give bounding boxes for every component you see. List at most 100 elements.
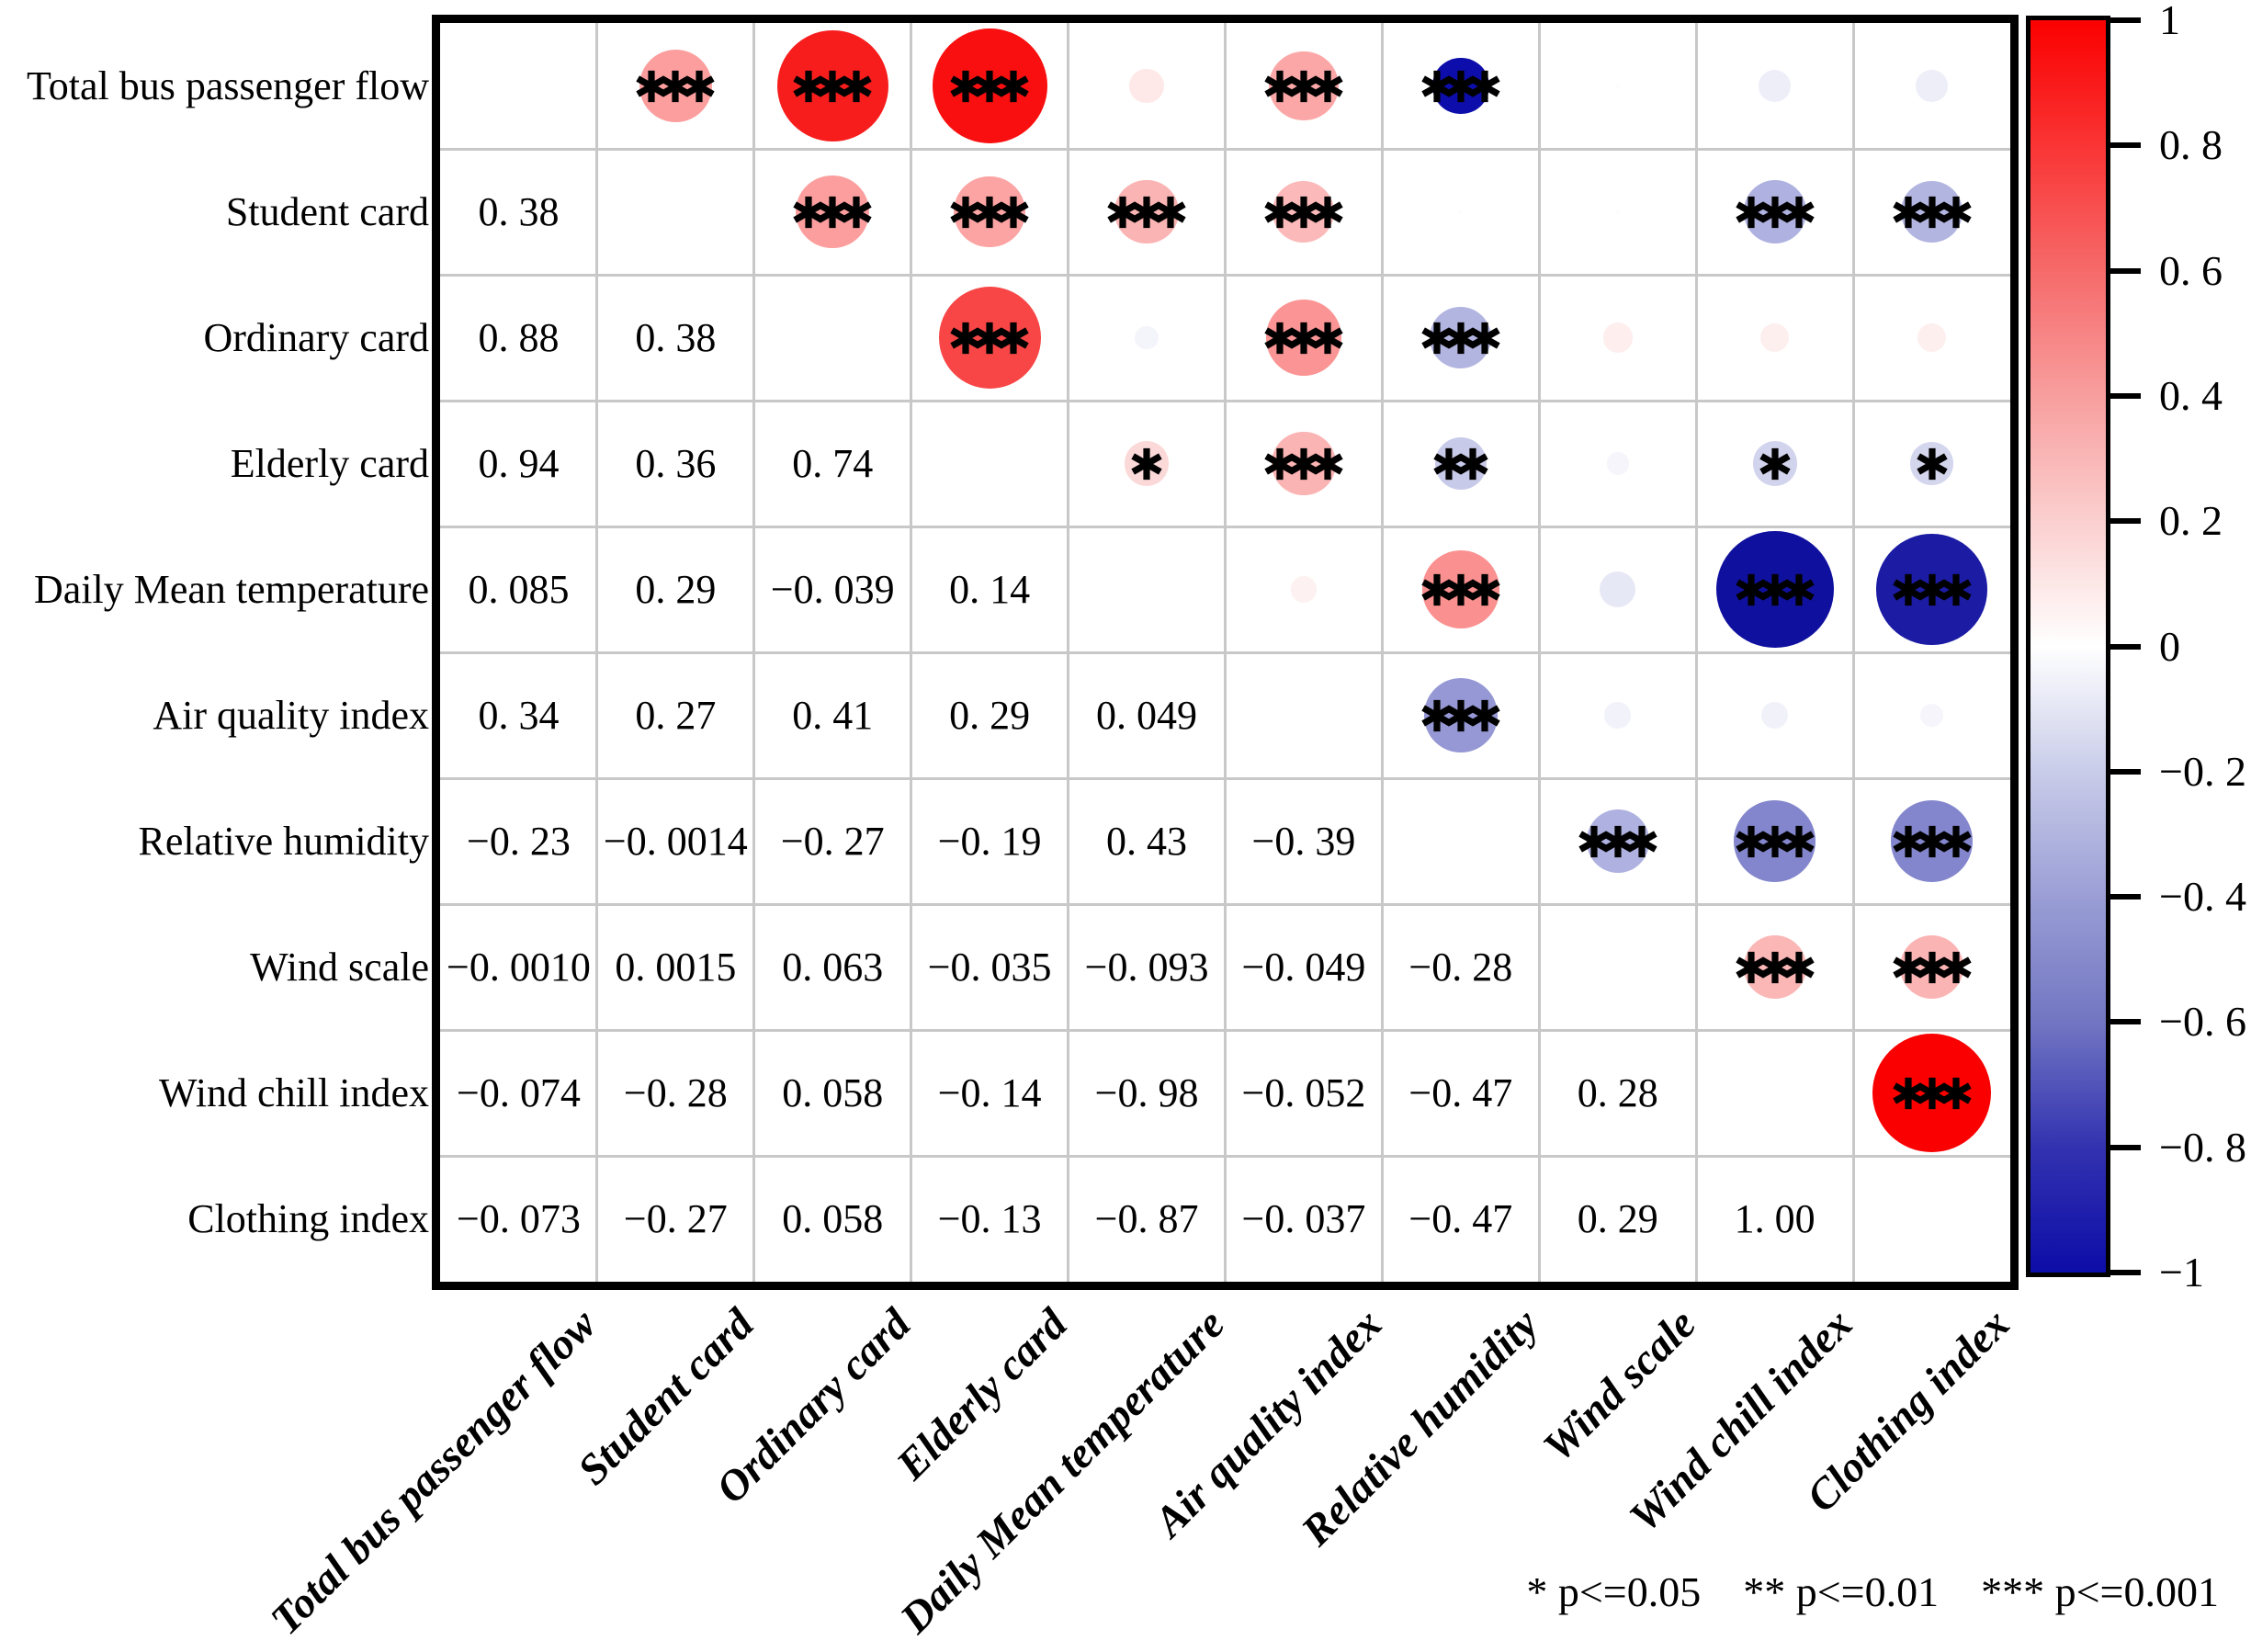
matrix-value-r7c1: −0. 23 <box>467 819 571 864</box>
bubble-stars-r1c2 <box>636 70 715 103</box>
x-axis-label-4: Daily Mean temperature <box>891 1300 1234 1643</box>
colorbar-tick-10 <box>2106 1270 2141 1275</box>
significance-star-icon <box>1469 70 1500 102</box>
matrix-value-r6c1: 0. 34 <box>478 693 560 738</box>
matrix-value-r5c4: 0. 14 <box>949 567 1031 612</box>
colorbar-tick-label-4: 0. 2 <box>2159 497 2223 545</box>
significance-star-icon <box>1916 447 1948 480</box>
matrix-value-r9c3: 0. 058 <box>782 1070 884 1115</box>
grid-line-vertical <box>1537 23 1541 1282</box>
colorbar-tick-1 <box>2106 142 2141 149</box>
significance-legend-item-0: * p<=0.05 <box>1526 1568 1702 1615</box>
x-axis-label-0: Total bus passenger flow <box>261 1300 606 1645</box>
bubble-stars-r1c4 <box>950 70 1029 103</box>
bubble-stars-r2c9 <box>1735 196 1815 229</box>
correlation-bubble-r6c10 <box>1920 704 1943 727</box>
colorbar-tick-2 <box>2106 267 2141 274</box>
matrix-value-r7c2: −0. 0014 <box>603 819 748 864</box>
matrix-value-r4c2: 0. 36 <box>635 441 717 486</box>
correlation-bubble-r3c9 <box>1760 322 1790 353</box>
colorbar-tick-label-2: 0. 6 <box>2159 246 2223 294</box>
colorbar-tick-label-1: 0. 8 <box>2159 121 2223 169</box>
bubble-stars-r4c6 <box>1264 447 1343 481</box>
colorbar-tick-9 <box>2106 1144 2141 1150</box>
bubble-stars-r3c4 <box>950 322 1029 355</box>
bubble-stars-r2c3 <box>793 196 872 229</box>
significance-star-icon <box>998 70 1029 102</box>
correlation-bubble-r1c8 <box>1615 84 1620 88</box>
bubble-stars-r1c6 <box>1264 70 1343 103</box>
matrix-value-r7c4: −0. 19 <box>937 819 1042 864</box>
correlation-bubble-r1c5 <box>1129 68 1164 104</box>
matrix-value-r8c3: 0. 063 <box>782 945 884 990</box>
significance-star-icon <box>1940 1077 1972 1109</box>
y-axis-label-6: Relative humidity <box>138 818 429 864</box>
matrix-value-r8c5: −0. 093 <box>1084 945 1209 990</box>
matrix-value-r8c2: 0. 0015 <box>615 945 737 990</box>
y-axis-label-7: Wind scale <box>250 944 429 990</box>
correlation-bubble-r6c8 <box>1604 702 1632 729</box>
significance-star-icon <box>1312 447 1343 480</box>
colorbar-tick-label-5: 0 <box>2159 622 2180 670</box>
correlation-bubble-r1c10 <box>1916 70 1948 102</box>
significance-star-icon <box>1457 447 1488 480</box>
matrix-value-r6c3: 0. 41 <box>792 693 874 738</box>
matrix-value-r8c6: −0. 049 <box>1241 945 1366 990</box>
matrix-value-r8c4: −0. 035 <box>927 945 1052 990</box>
matrix-value-r4c1: 0. 94 <box>478 441 560 486</box>
grid-line-horizontal <box>440 1154 2010 1158</box>
bubble-stars-r3c7 <box>1421 322 1500 355</box>
colorbar-tick-0 <box>2106 17 2141 23</box>
matrix-value-r10c7: −0. 47 <box>1408 1196 1513 1241</box>
y-axis-label-1: Student card <box>225 188 429 234</box>
matrix-value-r7c5: 0. 43 <box>1106 819 1188 864</box>
matrix-value-r5c1: 0. 085 <box>468 567 570 612</box>
matrix-value-r8c1: −0. 0010 <box>447 945 591 990</box>
correlation-bubble-r3c8 <box>1602 322 1633 353</box>
correlation-bubble-r6c9 <box>1760 701 1789 730</box>
correlation-bubble-r5c8 <box>1600 571 1636 608</box>
bubble-stars-r9c10 <box>1892 1077 1972 1110</box>
colorbar-tick-label-8: −0. 6 <box>2159 998 2246 1046</box>
bubble-stars-r7c9 <box>1735 825 1815 858</box>
y-axis-label-4: Daily Mean temperature <box>33 566 429 612</box>
colorbar-tick-label-10: −1 <box>2159 1249 2204 1296</box>
bubble-stars-r2c5 <box>1107 196 1186 229</box>
matrix-value-r6c2: 0. 27 <box>635 693 717 738</box>
significance-star-icon <box>1759 447 1791 480</box>
significance-star-icon <box>841 70 872 102</box>
significance-star-icon <box>841 196 872 228</box>
y-axis-label-3: Elderly card <box>230 440 429 486</box>
bubble-stars-r3c6 <box>1264 322 1343 355</box>
significance-star-icon <box>1155 196 1186 228</box>
bubble-stars-r2c4 <box>950 196 1029 229</box>
bubble-stars-r5c10 <box>1892 573 1972 606</box>
matrix-value-r3c2: 0. 38 <box>635 315 717 360</box>
correlation-bubble-r5c6 <box>1290 576 1318 603</box>
significance-star-icon <box>1312 70 1343 102</box>
y-axis-label-8: Wind chill index <box>159 1069 429 1115</box>
matrix-value-r3c1: 0. 88 <box>478 315 560 360</box>
bubble-stars-r7c8 <box>1578 825 1657 858</box>
matrix-value-r6c5: 0. 049 <box>1096 693 1198 738</box>
matrix-value-r9c2: −0. 28 <box>623 1070 728 1115</box>
colorbar-gradient <box>2030 20 2106 1273</box>
matrix-value-r7c6: −0. 39 <box>1251 819 1356 864</box>
colorbar-tick-label-0: 1 <box>2159 0 2180 43</box>
grid-line-horizontal <box>440 1028 2010 1032</box>
matrix-value-r10c8: 0. 29 <box>1577 1196 1658 1241</box>
bubble-stars-r1c3 <box>793 70 872 103</box>
significance-star-icon <box>1940 573 1972 605</box>
bubble-stars-r8c10 <box>1892 951 1972 984</box>
correlation-bubble-r2c7 <box>1458 209 1464 214</box>
y-axis-label-0: Total bus passenger flow <box>26 62 429 108</box>
colorbar-tick-7 <box>2106 894 2141 900</box>
colorbar-tick-6 <box>2106 768 2141 775</box>
significance-star-icon <box>1940 196 1972 228</box>
matrix-value-r5c3: −0. 039 <box>770 567 895 612</box>
significance-star-icon <box>1782 825 1815 857</box>
correlation-bubble-r4c8 <box>1606 452 1629 475</box>
grid-line-horizontal <box>440 651 2010 654</box>
matrix-value-r5c2: 0. 29 <box>635 567 717 612</box>
bubble-stars-r4c9 <box>1759 447 1791 481</box>
